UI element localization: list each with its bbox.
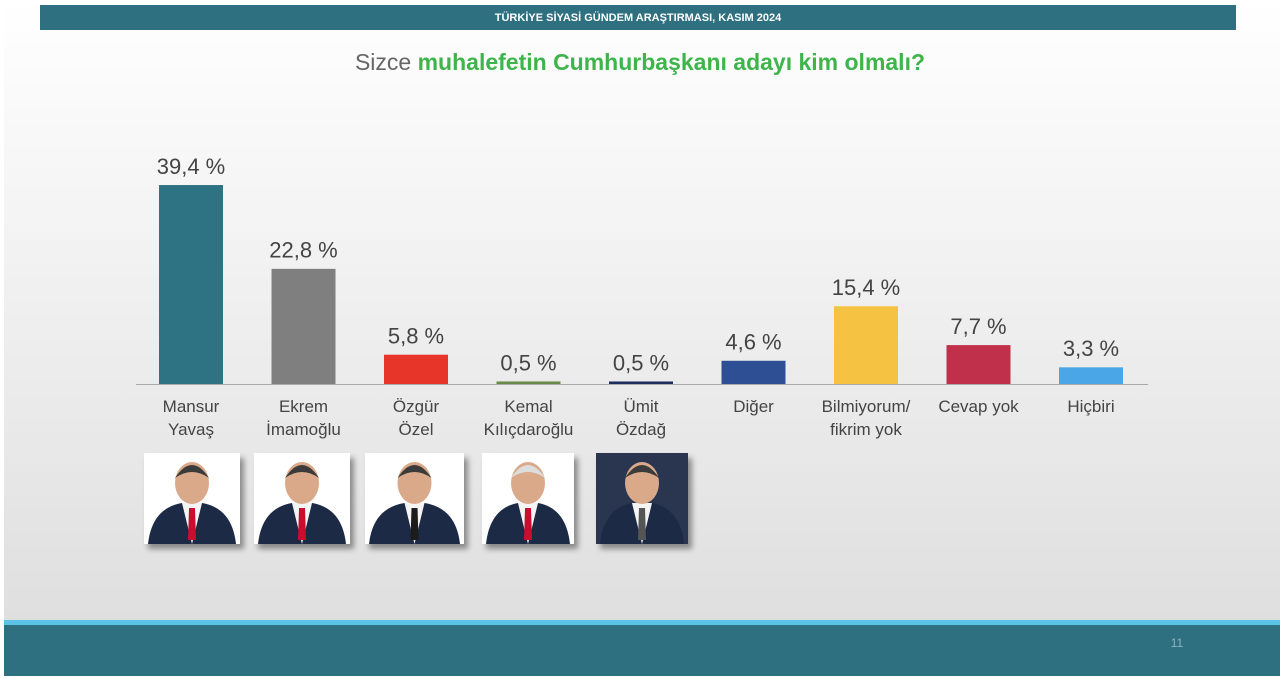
- x-tick-label: Ekrem İmamoğlu: [266, 397, 341, 439]
- title-prefix: Sizce: [355, 49, 411, 75]
- value-label: 5,8 %: [388, 324, 444, 349]
- value-label: 39,4 %: [157, 154, 226, 179]
- portrait-hair: [397, 465, 432, 478]
- footer-line: [4, 620, 1280, 625]
- bar: [834, 306, 898, 384]
- portrait: [596, 453, 688, 544]
- portrait-hair: [625, 465, 659, 478]
- portrait-tie: [638, 508, 646, 540]
- value-label: 3,3 %: [1063, 336, 1119, 361]
- x-tick-label: Mansur Yavaş: [163, 397, 220, 439]
- bar: [946, 345, 1011, 384]
- x-tick-label: Diğer: [733, 397, 774, 416]
- value-label: 15,4 %: [832, 275, 901, 300]
- x-tick-label: Özgür Özel: [393, 397, 440, 439]
- bar: [721, 360, 786, 384]
- portrait: [365, 453, 464, 544]
- value-label: 0,5 %: [613, 350, 669, 375]
- page-number: 11: [1171, 636, 1184, 650]
- portrait: [144, 453, 240, 544]
- portrait-tie: [524, 508, 532, 540]
- bar: [496, 381, 561, 384]
- photos: [144, 453, 688, 544]
- x-tick-label: Ümit Özdağ: [616, 397, 666, 439]
- x-tick-label: Kemal Kılıçdaroğlu: [484, 397, 574, 439]
- bar: [271, 268, 336, 384]
- bar: [609, 381, 673, 384]
- portrait-tie: [298, 508, 306, 540]
- title-emphasis: muhalefetin Cumhurbaşkanı adayı kim olma…: [418, 49, 925, 75]
- bar: [159, 185, 223, 384]
- portrait-hair: [285, 465, 319, 478]
- x-tick-label: Cevap yok: [938, 397, 1019, 416]
- portrait-hair: [511, 465, 545, 478]
- portrait: [482, 453, 574, 544]
- portrait-tie: [188, 508, 196, 540]
- value-label: 7,7 %: [950, 314, 1006, 339]
- bar: [1059, 367, 1123, 384]
- value-label: 22,8 %: [269, 238, 338, 263]
- value-label: 4,6 %: [725, 330, 781, 355]
- chart-title: Sizce muhalefetin Cumhurbaşkanı adayı ki…: [355, 49, 925, 75]
- portrait-hair: [175, 465, 209, 478]
- header-text: TÜRKİYE SİYASİ GÜNDEM ARAŞTIRMASI, KASIM…: [495, 11, 782, 24]
- footer-bar: [4, 625, 1280, 676]
- value-label: 0,5 %: [500, 350, 556, 375]
- portrait-tie: [410, 508, 419, 540]
- x-tick-label: Hiçbiri: [1067, 397, 1114, 416]
- header-bar: [40, 5, 1236, 30]
- portrait: [254, 453, 350, 544]
- bar: [384, 354, 448, 384]
- x-tick-label: Bilmiyorum/fikrim yok: [822, 397, 911, 439]
